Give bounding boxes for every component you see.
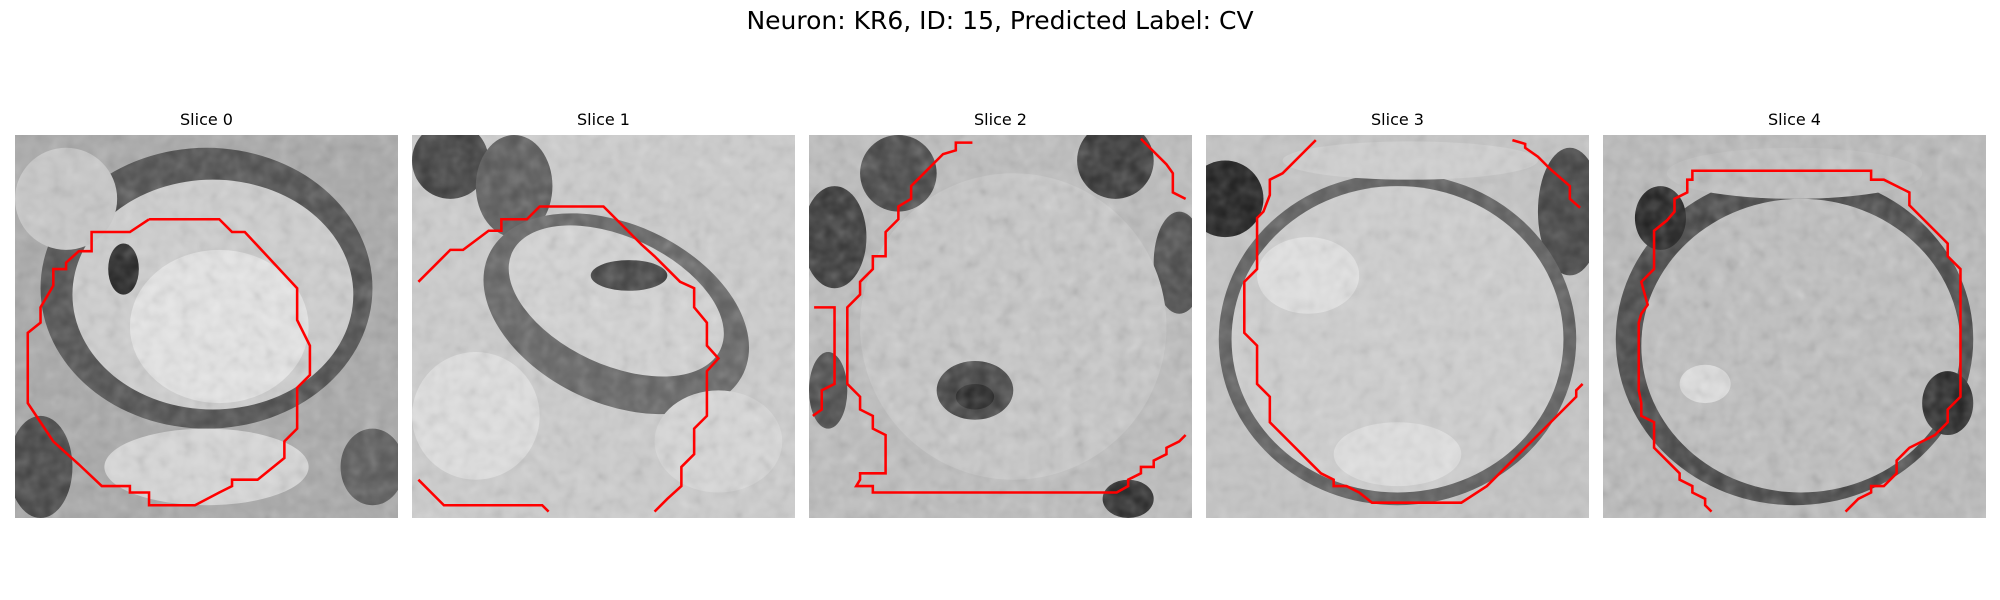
slice-1-contour-lower [417,478,550,513]
slice-0-image [15,135,398,518]
slice-1-title: Slice 1 [577,110,630,129]
slice-1-canvas [412,135,795,518]
slice-0-canvas [15,135,398,518]
slice-4-image [1603,135,1986,518]
slice-2-title: Slice 2 [974,110,1027,129]
slice-3-contour-main [1243,139,1584,504]
slice-0-contour [26,217,312,507]
slice-1-image [412,135,795,518]
slice-3-image [1206,135,1589,518]
slice-1-contour-main [417,205,721,513]
slice-3-title: Slice 3 [1371,110,1424,129]
slice-4-title: Slice 4 [1768,110,1821,129]
slice-3-contour-corner [1512,138,1581,209]
slice-4-contour [1637,169,1962,513]
slice-4-canvas [1603,135,1986,518]
slice-0-title: Slice 0 [180,110,233,129]
slice-3-canvas [1206,135,1589,518]
slice-2-contour-corner [1140,137,1187,200]
slice-2-contour-main [846,141,1187,494]
slice-2-canvas [809,135,1192,518]
slice-2-contour-left [812,306,836,417]
figure-title: Neuron: KR6, ID: 15, Predicted Label: CV [746,6,1254,35]
slice-2-image [809,135,1192,518]
